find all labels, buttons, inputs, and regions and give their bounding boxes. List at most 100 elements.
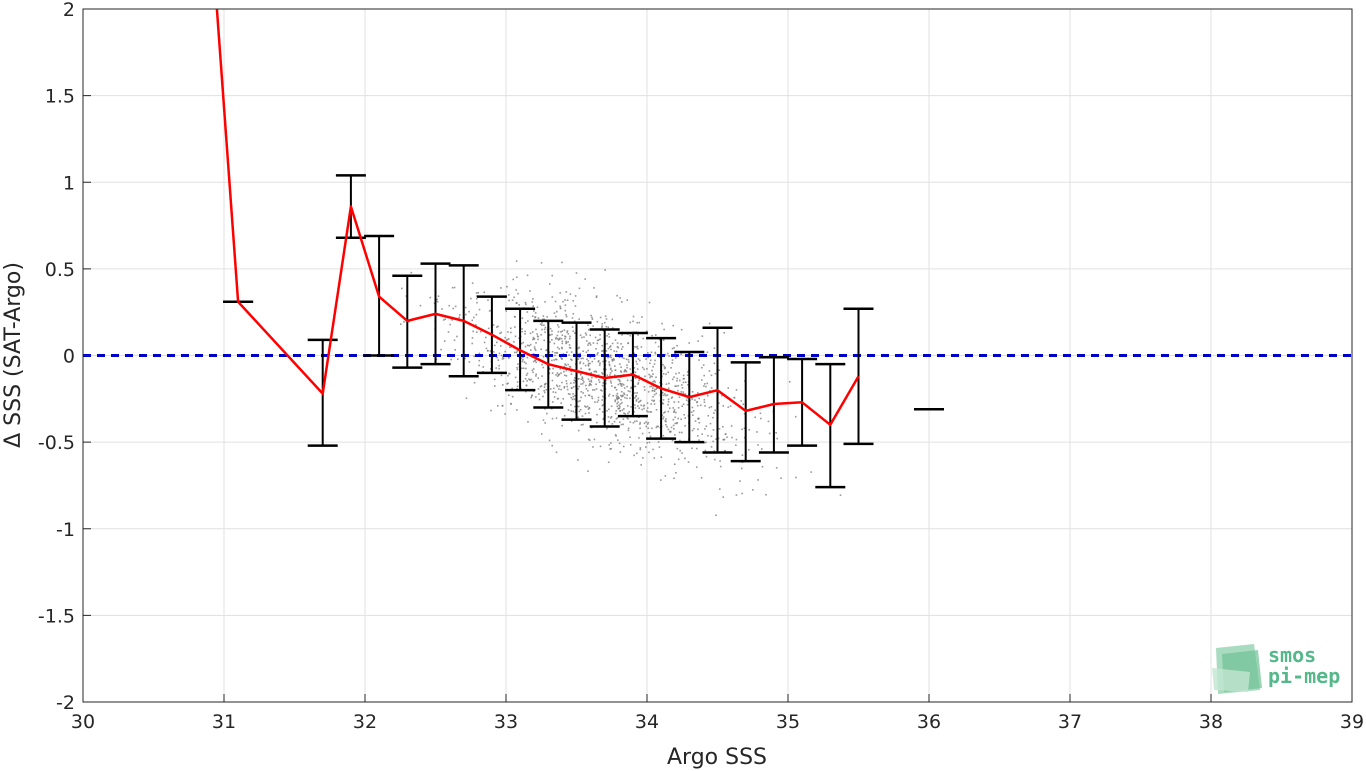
scatter-point: [577, 429, 580, 432]
scatter-point: [555, 358, 558, 361]
scatter-point: [530, 378, 533, 381]
scatter-point: [613, 359, 615, 361]
scatter-point: [558, 337, 561, 340]
scatter-point: [702, 364, 705, 366]
scatter-point: [652, 400, 655, 403]
scatter-point: [514, 351, 516, 354]
scatter-point: [572, 299, 575, 302]
scatter-point: [599, 316, 602, 319]
scatter-point: [629, 334, 631, 337]
scatter-point: [596, 413, 598, 416]
scatter-point: [593, 358, 596, 360]
scatter-point: [595, 376, 598, 379]
scatter-point: [522, 356, 524, 359]
scatter-point: [541, 324, 543, 326]
scatter-point: [563, 387, 566, 389]
scatter-point: [450, 358, 452, 361]
scatter-point: [580, 383, 582, 385]
scatter-point: [667, 428, 670, 431]
scatter-point: [551, 417, 554, 420]
scatter-point: [636, 368, 639, 370]
scatter-point: [628, 411, 631, 413]
scatter-point: [588, 384, 590, 387]
scatter-point: [458, 316, 460, 319]
scatter-point: [499, 332, 501, 335]
scatter-point: [638, 375, 640, 377]
scatter-point: [584, 278, 586, 280]
scatter-point: [524, 301, 527, 304]
scatter-point: [573, 382, 575, 384]
scatter-point: [697, 340, 699, 342]
scatter-point: [622, 423, 624, 426]
scatter-point: [608, 364, 611, 367]
scatter-point: [436, 300, 439, 303]
scatter-point: [810, 471, 813, 473]
scatter-point: [478, 308, 481, 311]
scatter-point: [719, 488, 721, 490]
scatter-point: [625, 358, 628, 360]
scatter-point: [653, 390, 656, 392]
scatter-point: [568, 365, 571, 368]
scatter-point: [541, 375, 543, 377]
scatter-point: [646, 330, 648, 333]
scatter-point: [611, 385, 613, 387]
scatter-point: [495, 326, 498, 328]
scatter-point: [595, 296, 598, 299]
x-tick-label: 34: [635, 711, 659, 733]
scatter-point: [465, 397, 468, 399]
scatter-point: [556, 385, 559, 388]
scatter-point: [495, 367, 497, 369]
scatter-point: [627, 342, 629, 345]
scatter-point: [638, 400, 641, 403]
scatter-point: [581, 415, 584, 417]
scatter-point: [475, 292, 478, 294]
scatter-point: [617, 397, 619, 400]
scatter-point: [621, 301, 623, 303]
scatter-point: [632, 315, 635, 318]
scatter-point: [667, 352, 669, 355]
scatter-point: [663, 365, 666, 368]
scatter-point: [563, 370, 565, 373]
scatter-point: [637, 358, 640, 360]
y-tick-label: -1.5: [38, 605, 75, 627]
scatter-point: [677, 401, 680, 403]
scatter-point: [679, 439, 681, 442]
scatter-point: [578, 385, 580, 388]
scatter-point: [680, 353, 682, 355]
scatter-point: [700, 379, 703, 381]
scatter-point: [735, 389, 738, 391]
scatter-point: [570, 420, 573, 423]
scatter-point: [596, 320, 599, 323]
scatter-point: [596, 342, 599, 345]
scatter-point: [638, 407, 641, 409]
scatter-point: [560, 372, 562, 374]
scatter-point: [595, 295, 598, 297]
scatter-point: [655, 376, 657, 379]
scatter-point: [682, 374, 685, 377]
scatter-point: [615, 410, 618, 412]
scatter-point: [669, 431, 671, 433]
scatter-point: [558, 388, 560, 390]
scatter-point: [653, 457, 656, 459]
scatter-point: [703, 398, 706, 401]
y-tick-label: 0.5: [45, 259, 75, 281]
scatter-point: [514, 335, 517, 338]
scatter-point: [510, 346, 513, 348]
scatter-point: [712, 416, 714, 419]
scatter-point: [403, 321, 405, 323]
scatter-point: [537, 317, 540, 319]
scatter-point: [614, 339, 617, 341]
scatter-point: [647, 391, 650, 393]
scatter-point: [662, 416, 665, 418]
scatter-point: [599, 338, 601, 340]
scatter-point: [652, 373, 654, 375]
scatter-point: [533, 310, 535, 312]
scatter-point: [653, 393, 656, 396]
scatter-point: [739, 480, 741, 482]
x-tick-label: 39: [1340, 711, 1364, 733]
scatter-point: [497, 325, 499, 328]
scatter-point: [698, 421, 701, 424]
scatter-point: [486, 349, 489, 352]
scatter-point: [609, 346, 611, 348]
scatter-point: [505, 339, 508, 342]
